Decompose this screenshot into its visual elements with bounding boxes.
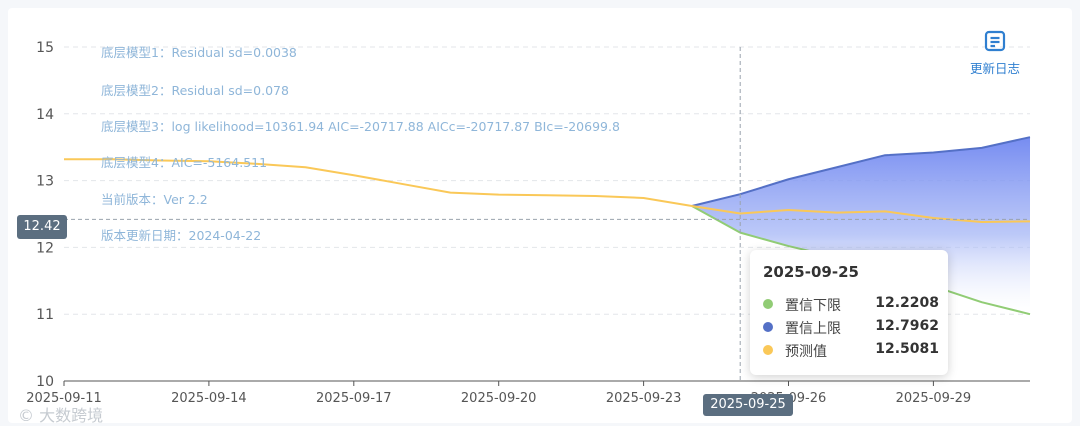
tooltip-value-forecast: 12.5081: [875, 341, 939, 357]
x-axis-pointer-label: 2025-09-25: [703, 394, 793, 416]
legend-dot-lower: [763, 299, 773, 309]
watermark: © 大数跨境: [18, 406, 104, 425]
chart-tooltip: 2025-09-25 置信下限 12.2208 置信上限 12.7962 预测值…: [750, 250, 948, 375]
tooltip-date: 2025-09-25: [763, 263, 859, 281]
x-tick-6: 2025-09-29: [896, 391, 972, 406]
document-list-icon: [984, 30, 1006, 52]
update-date-note: 版本更新日期：2024-04-22: [101, 228, 262, 243]
series-upper-bound-line: [691, 136, 1031, 207]
model-note-3: 底层模型3：log likelihood=10361.94 AIC=-20717…: [101, 119, 620, 134]
tooltip-name-lower: 置信下限: [785, 298, 841, 314]
x-tick-0: 2025-09-11: [26, 391, 102, 406]
model-note-2: 底层模型2：Residual sd=0.078: [101, 83, 289, 98]
tooltip-name-forecast: 预测值: [785, 344, 827, 360]
x-tick-1: 2025-09-14: [171, 391, 247, 406]
model-note-4: 底层模型4：AIC=-5164.511: [101, 155, 268, 170]
y-tick-12: 12: [36, 240, 54, 256]
chart-card: 10 11 12 13 14 15 2025-09-11 2025-09-14 2025-09-…: [8, 8, 1072, 425]
tooltip-name-upper: 置信上限: [785, 321, 841, 337]
update-log-button[interactable]: 更新日志: [960, 30, 1030, 77]
legend-dot-upper: [763, 322, 773, 332]
y-tick-14: 14: [36, 107, 54, 123]
tooltip-value-lower: 12.2208: [875, 295, 939, 311]
tooltip-row-forecast: 预测值 12.5081: [763, 340, 939, 360]
legend-dot-forecast: [763, 345, 773, 355]
x-tick-3: 2025-09-20: [461, 391, 537, 406]
update-log-label: 更新日志: [969, 61, 1020, 76]
version-note: 当前版本：Ver 2.2: [101, 192, 208, 207]
y-axis-pointer-label: 12.42: [17, 215, 67, 239]
model-note-1: 底层模型1：Residual sd=0.0038: [101, 45, 297, 60]
y-tick-13: 13: [36, 174, 54, 190]
x-tick-2: 2025-09-17: [316, 391, 392, 406]
y-tick-11: 11: [36, 307, 54, 323]
y-tick-10: 10: [36, 374, 54, 390]
tooltip-value-upper: 12.7962: [875, 318, 939, 334]
tooltip-row-lower: 置信下限 12.2208: [763, 294, 939, 314]
y-tick-15: 15: [36, 40, 54, 56]
series-forecast-line: [64, 158, 1031, 224]
tooltip-row-upper: 置信上限 12.7962: [763, 317, 939, 337]
x-tick-4: 2025-09-23: [606, 391, 682, 406]
